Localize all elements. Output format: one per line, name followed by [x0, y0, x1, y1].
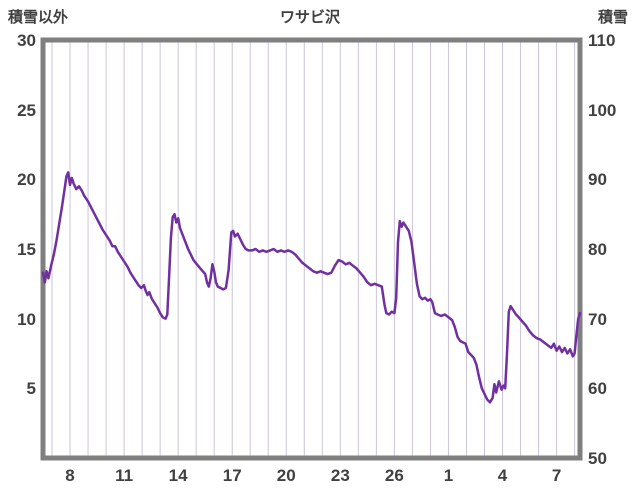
right-axis-title: 積雪 [597, 9, 628, 26]
plot-frame [40, 37, 583, 461]
series-line [41, 171, 582, 404]
left-axis-title: 積雪以外 [8, 9, 69, 26]
chart-title: ワサビ沢 [279, 9, 340, 26]
